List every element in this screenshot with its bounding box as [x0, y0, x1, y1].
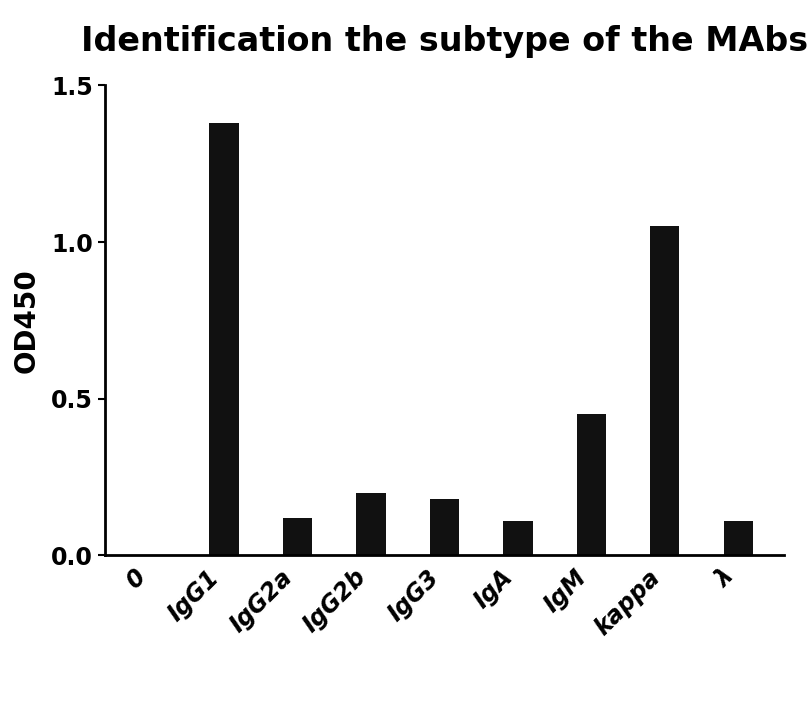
Bar	[430, 499, 459, 555]
Bar	[577, 414, 606, 555]
Y-axis label: OD450: OD450	[12, 268, 40, 373]
Bar	[356, 493, 385, 555]
Bar	[650, 226, 680, 555]
Bar	[209, 123, 238, 555]
Bar	[283, 518, 312, 555]
Bar	[503, 521, 532, 555]
Bar	[723, 521, 753, 555]
Title: Identification the subtype of the MAbs: Identification the subtype of the MAbs	[81, 25, 808, 58]
